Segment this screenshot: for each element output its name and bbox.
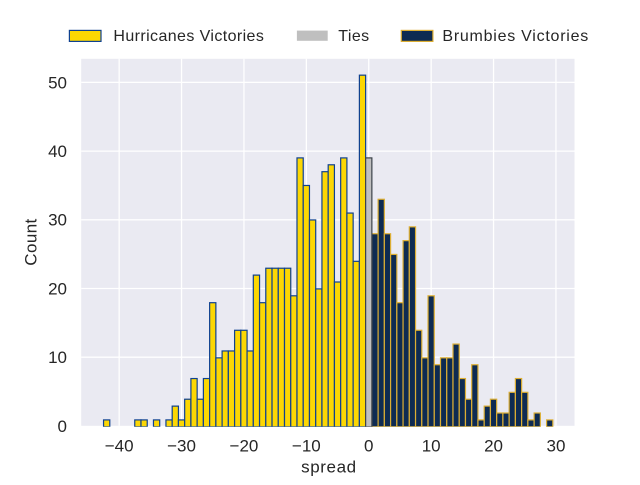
svg-text:30: 30 [546,436,565,455]
svg-text:10: 10 [48,348,67,367]
svg-text:Count: Count [21,218,40,265]
svg-text:20: 20 [484,436,503,455]
svg-text:Ties: Ties [338,28,369,45]
svg-text:0: 0 [364,436,373,455]
svg-text:Hurricanes Victories: Hurricanes Victories [113,28,264,45]
svg-text:−30: −30 [167,436,196,455]
svg-text:−20: −20 [230,436,259,455]
svg-text:10: 10 [422,436,441,455]
svg-text:spread: spread [301,458,357,477]
svg-text:−10: −10 [292,436,321,455]
svg-text:0: 0 [58,417,67,436]
svg-text:50: 50 [48,73,67,92]
svg-text:Brumbies Victories: Brumbies Victories [442,28,589,45]
svg-text:30: 30 [48,211,67,230]
svg-text:40: 40 [48,142,67,161]
svg-text:−40: −40 [105,436,134,455]
svg-text:20: 20 [48,279,67,298]
